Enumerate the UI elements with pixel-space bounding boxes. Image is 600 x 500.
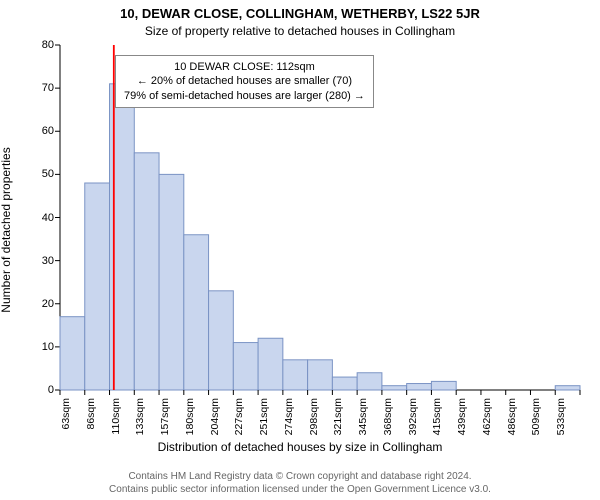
x-tick-label: 509sqm <box>530 398 542 438</box>
annotation-box: 10 DEWAR CLOSE: 112sqm ← 20% of detached… <box>115 55 374 108</box>
x-tick-label: 157sqm <box>159 398 171 438</box>
y-tick-label: 20 <box>24 298 54 310</box>
x-tick-label: 63sqm <box>60 398 72 438</box>
x-tick-label: 110sqm <box>110 398 122 438</box>
y-tick-label: 80 <box>24 39 54 51</box>
x-tick-label: 415sqm <box>431 398 443 438</box>
x-tick-label: 533sqm <box>555 398 567 438</box>
x-tick-label: 486sqm <box>506 398 518 438</box>
x-tick-label: 227sqm <box>233 398 245 438</box>
x-tick-label: 274sqm <box>283 398 295 438</box>
footer-line-2: Contains public sector information licen… <box>0 484 600 497</box>
y-tick-label: 0 <box>24 384 54 396</box>
annotation-line-2: ← 20% of detached houses are smaller (70… <box>124 74 365 88</box>
x-tick-label: 251sqm <box>258 398 270 438</box>
x-tick-label: 462sqm <box>481 398 493 438</box>
x-tick-label: 321sqm <box>332 398 344 438</box>
annotation-line-1: 10 DEWAR CLOSE: 112sqm <box>124 60 365 74</box>
x-tick-label: 204sqm <box>209 398 221 438</box>
x-axis-label: Distribution of detached houses by size … <box>0 440 600 454</box>
x-tick-label: 298sqm <box>308 398 320 438</box>
footer-line-1: Contains HM Land Registry data © Crown c… <box>0 471 600 484</box>
y-axis-label: Number of detached properties <box>0 147 13 312</box>
x-tick-label: 392sqm <box>407 398 419 438</box>
y-tick-label: 30 <box>24 255 54 267</box>
footer-attribution: Contains HM Land Registry data © Crown c… <box>0 471 600 496</box>
y-tick-label: 40 <box>24 212 54 224</box>
x-tick-label: 368sqm <box>382 398 394 438</box>
x-tick-label: 345sqm <box>357 398 369 438</box>
y-tick-label: 60 <box>24 125 54 137</box>
x-tick-label: 180sqm <box>184 398 196 438</box>
y-tick-label: 50 <box>24 168 54 180</box>
y-tick-label: 10 <box>24 341 54 353</box>
x-tick-label: 86sqm <box>85 398 97 438</box>
annotation-line-3: 79% of semi-detached houses are larger (… <box>124 89 365 103</box>
x-tick-label: 439sqm <box>456 398 468 438</box>
y-tick-label: 70 <box>24 82 54 94</box>
x-tick-label: 133sqm <box>134 398 146 438</box>
